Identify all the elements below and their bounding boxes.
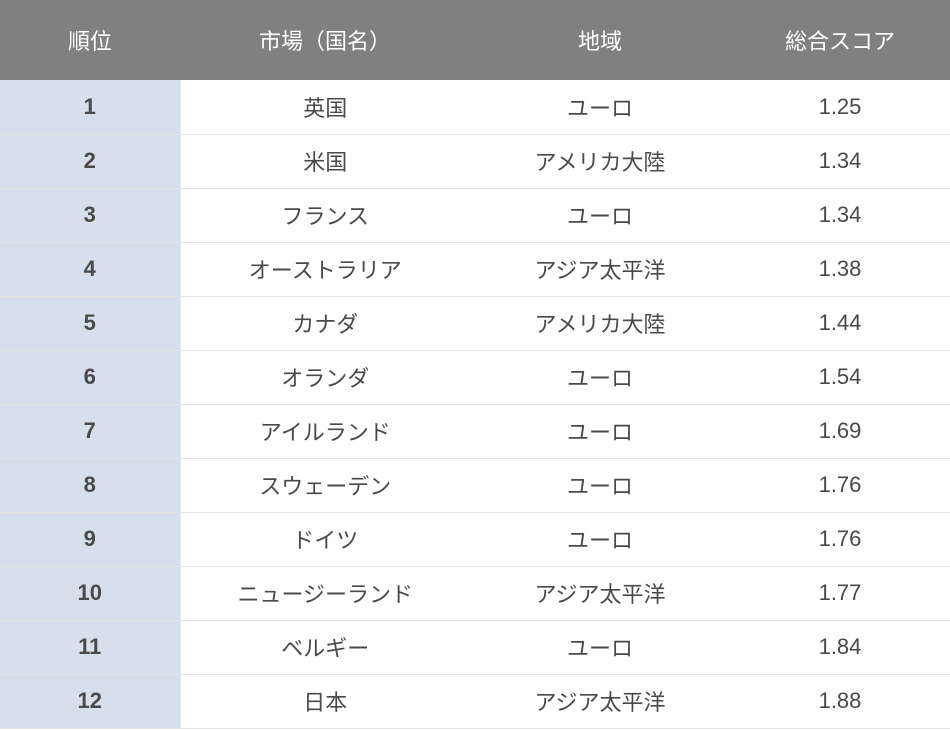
cell-score: 1.25 — [730, 80, 950, 134]
cell-score: 1.69 — [730, 404, 950, 458]
cell-rank: 6 — [0, 350, 180, 404]
cell-rank: 8 — [0, 458, 180, 512]
cell-market: スウェーデン — [180, 458, 470, 512]
table-row: 10 ニュージーランド アジア太平洋 1.77 — [0, 566, 950, 620]
cell-market: ニュージーランド — [180, 566, 470, 620]
table-row: 8 スウェーデン ユーロ 1.76 — [0, 458, 950, 512]
col-header-score: 総合スコア — [730, 0, 950, 80]
cell-rank: 5 — [0, 296, 180, 350]
cell-rank: 7 — [0, 404, 180, 458]
table-row: 5 カナダ アメリカ大陸 1.44 — [0, 296, 950, 350]
cell-market: ベルギー — [180, 620, 470, 674]
cell-region: ユーロ — [470, 350, 730, 404]
cell-rank: 1 — [0, 80, 180, 134]
table-row: 9 ドイツ ユーロ 1.76 — [0, 512, 950, 566]
cell-region: アジア太平洋 — [470, 242, 730, 296]
cell-region: アメリカ大陸 — [470, 134, 730, 188]
cell-region: ユーロ — [470, 512, 730, 566]
cell-market: 英国 — [180, 80, 470, 134]
cell-region: アジア太平洋 — [470, 674, 730, 728]
table-row: 2 米国 アメリカ大陸 1.34 — [0, 134, 950, 188]
cell-market: 日本 — [180, 674, 470, 728]
cell-rank: 11 — [0, 620, 180, 674]
table-row: 12 日本 アジア太平洋 1.88 — [0, 674, 950, 728]
cell-region: ユーロ — [470, 404, 730, 458]
cell-region: ユーロ — [470, 188, 730, 242]
cell-market: ドイツ — [180, 512, 470, 566]
table-body: 1 英国 ユーロ 1.25 2 米国 アメリカ大陸 1.34 3 フランス ユー… — [0, 80, 950, 728]
table-row: 7 アイルランド ユーロ 1.69 — [0, 404, 950, 458]
cell-region: ユーロ — [470, 620, 730, 674]
cell-rank: 4 — [0, 242, 180, 296]
cell-score: 1.77 — [730, 566, 950, 620]
cell-rank: 2 — [0, 134, 180, 188]
cell-score: 1.38 — [730, 242, 950, 296]
cell-rank: 10 — [0, 566, 180, 620]
table-row: 3 フランス ユーロ 1.34 — [0, 188, 950, 242]
cell-rank: 3 — [0, 188, 180, 242]
table-row: 6 オランダ ユーロ 1.54 — [0, 350, 950, 404]
table-row: 1 英国 ユーロ 1.25 — [0, 80, 950, 134]
cell-rank: 12 — [0, 674, 180, 728]
cell-market: オーストラリア — [180, 242, 470, 296]
cell-market: 米国 — [180, 134, 470, 188]
ranking-table: 順位 市場（国名） 地域 総合スコア 1 英国 ユーロ 1.25 2 米国 アメ… — [0, 0, 950, 729]
cell-region: アジア太平洋 — [470, 566, 730, 620]
col-header-market: 市場（国名） — [180, 0, 470, 80]
cell-market: フランス — [180, 188, 470, 242]
table-header-row: 順位 市場（国名） 地域 総合スコア — [0, 0, 950, 80]
cell-score: 1.76 — [730, 512, 950, 566]
cell-region: アメリカ大陸 — [470, 296, 730, 350]
cell-market: カナダ — [180, 296, 470, 350]
cell-score: 1.34 — [730, 134, 950, 188]
cell-score: 1.44 — [730, 296, 950, 350]
cell-score: 1.76 — [730, 458, 950, 512]
col-header-region: 地域 — [470, 0, 730, 80]
cell-market: アイルランド — [180, 404, 470, 458]
cell-score: 1.34 — [730, 188, 950, 242]
cell-rank: 9 — [0, 512, 180, 566]
table-row: 4 オーストラリア アジア太平洋 1.38 — [0, 242, 950, 296]
cell-region: ユーロ — [470, 458, 730, 512]
table-row: 11 ベルギー ユーロ 1.84 — [0, 620, 950, 674]
cell-market: オランダ — [180, 350, 470, 404]
cell-score: 1.84 — [730, 620, 950, 674]
cell-score: 1.88 — [730, 674, 950, 728]
cell-score: 1.54 — [730, 350, 950, 404]
col-header-rank: 順位 — [0, 0, 180, 80]
cell-region: ユーロ — [470, 80, 730, 134]
